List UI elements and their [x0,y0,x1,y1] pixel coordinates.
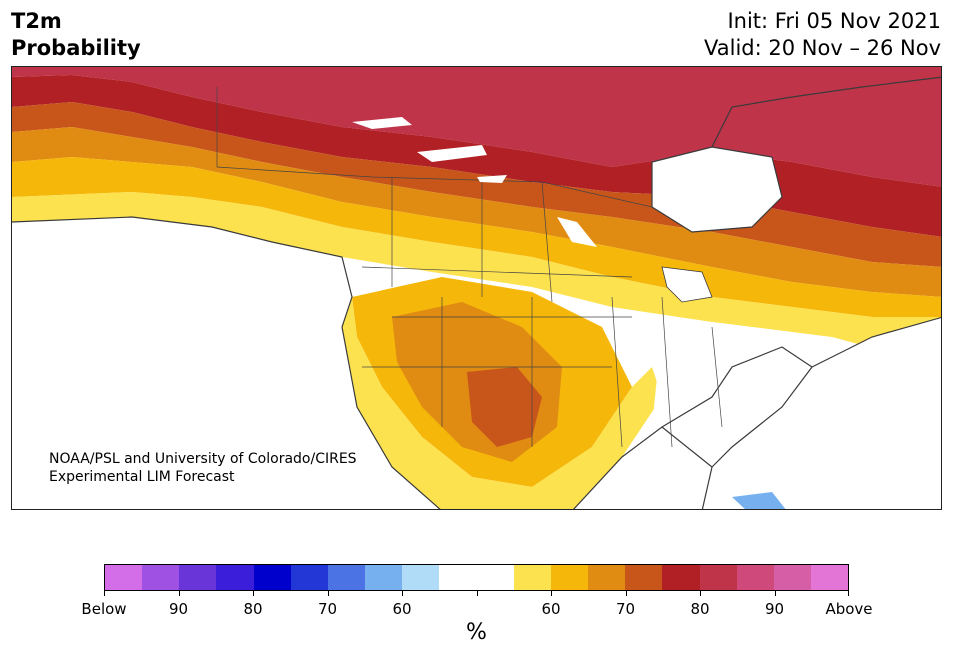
colorbar-segment [476,565,514,590]
colorbar-segment [179,565,217,590]
colorbar-tick [104,591,105,596]
band-55 [12,192,941,367]
colorbar-tick [476,591,478,596]
colorbar-tick [253,591,254,596]
colorbar-tick [551,591,552,596]
init-date: Init: Fri 05 Nov 2021 [727,9,941,33]
date-info: Init: Fri 05 Nov 2021 Valid: 20 Nov – 26… [704,8,941,62]
colorbar-segment [513,565,551,590]
colorbar-tick [178,591,180,596]
colorbar-tick-label: 90 [168,600,189,618]
credit-line-2: Experimental LIM Forecast [49,469,235,485]
colorbar-segment [105,565,143,590]
colorbar-segment [402,565,440,590]
colorbar-segment [550,565,589,590]
colorbar-tick [700,591,701,596]
colorbar-segment [773,565,811,590]
colorbar-segment [142,565,180,590]
colorbar-tick-label: 80 [243,600,263,618]
atlantic-ocean [702,317,941,509]
colorbar-tick-label: Below [81,600,127,618]
legend-unit: % [466,620,487,645]
band-above-90 [12,67,941,187]
map-svg [12,67,941,509]
south-band-55 [342,297,662,509]
pacific-ocean [12,217,440,509]
legend-ticks [104,591,849,597]
colorbar-tick-label: 70 [615,600,636,618]
colorbar-tick [402,591,403,596]
chart-title: T2m Probability [11,8,141,62]
credit-line-1: NOAA/PSL and University of Colorado/CIRE… [49,451,357,467]
colorbar-tick-label: 60 [541,600,561,618]
credit-text: NOAA/PSL and University of Colorado/CIRE… [49,450,357,486]
colorbar-segment [810,565,849,590]
valid-range: Valid: 20 Nov – 26 Nov [704,36,941,60]
caribbean-blue [732,492,786,509]
sw-band-70 [467,367,542,447]
colorbar-segment [439,565,477,590]
colorbar-tick [774,591,776,596]
coastlines [12,76,941,509]
colorbar-segment [625,565,663,590]
colorbar-segment [290,565,328,590]
colorbar-tick-label: 90 [764,600,785,618]
colorbar-tick-label: 80 [690,600,710,618]
title-line-1: T2m [11,9,62,33]
band-60 [12,157,941,317]
colorbar-tick [327,591,329,596]
lakes [352,117,713,303]
colorbar-segment [736,565,774,590]
east-neutral-area [652,322,812,467]
title-line-2: Probability [11,36,141,60]
colorbar-segment [253,565,291,590]
colorbar-tick-label: 60 [392,600,412,618]
band-65 [12,127,941,297]
colorbar-segment [699,565,737,590]
colorbar-tick [848,591,849,596]
colorbar-segment [216,565,254,590]
colorbar-segment [365,565,403,590]
colorbar-tick [625,591,627,596]
colorbar-segment [662,565,700,590]
hudson-bay [652,147,782,232]
colorbar-segment [588,565,626,590]
probability-map [11,66,942,510]
colorbar-tick-label: 70 [317,600,338,618]
gulf-of-mexico [573,427,712,509]
legend-colorbar [104,564,849,591]
colorbar-segment [327,565,366,590]
colorbar-tick-label: Above [825,600,873,618]
political-borders [216,87,723,448]
